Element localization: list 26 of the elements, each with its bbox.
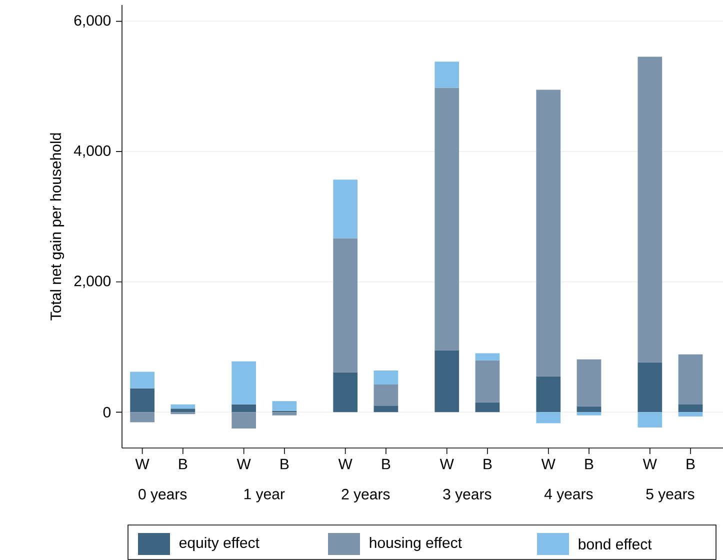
text: 5 years: [646, 488, 694, 502]
x-tick-label: B: [280, 458, 289, 470]
x-tick-label: B: [686, 458, 695, 470]
legend-label: bond effect: [578, 538, 652, 550]
text: 1 year: [244, 488, 285, 502]
x-tick-label: W: [236, 458, 251, 470]
x-tick-label: W: [338, 458, 352, 470]
y-axis-title: Total net gain per household: [50, 133, 64, 320]
y-tick-label: 6,000: [74, 15, 111, 28]
x-tick-label: B: [382, 458, 390, 470]
x-tick-label: W: [541, 458, 556, 470]
x-tick-label: W: [440, 458, 454, 470]
x-tick-label: B: [179, 458, 188, 470]
text: 3 years: [443, 488, 492, 502]
text: 2 years: [342, 488, 390, 502]
y-tick-label: 4,000: [74, 145, 111, 158]
y-tick-label: 0: [103, 406, 111, 418]
x-tick-label: B: [585, 458, 594, 470]
x-tick-label: W: [642, 458, 657, 470]
text: 0 years: [138, 488, 187, 502]
y-tick-label: 2,000: [74, 276, 111, 288]
x-tick-label: W: [135, 458, 150, 470]
x-tick-label: B: [484, 458, 492, 470]
legend-label: housing effect: [370, 537, 462, 551]
legend-label: equity effect: [180, 537, 260, 551]
text: 4 years: [544, 488, 593, 502]
